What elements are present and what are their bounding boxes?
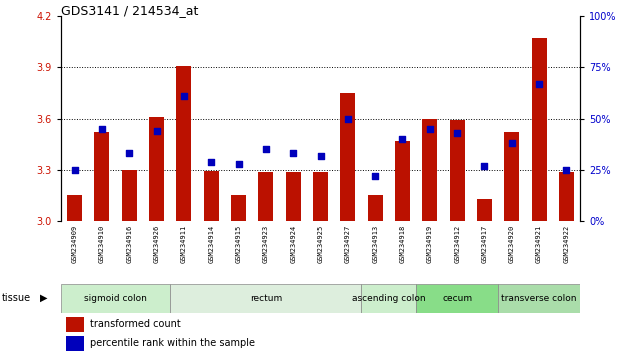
Point [534, 81, 544, 86]
Bar [477, 199, 492, 221]
Text: cecum: cecum [442, 294, 472, 303]
Point [315, 153, 326, 158]
Bar [504, 132, 519, 221]
Bar [61, 284, 171, 313]
Text: GSM234924: GSM234924 [290, 224, 296, 263]
Text: GSM234911: GSM234911 [181, 224, 187, 263]
Text: transverse colon: transverse colon [501, 294, 577, 303]
Text: GSM234923: GSM234923 [263, 224, 269, 263]
Point [151, 128, 162, 134]
Text: GSM234925: GSM234925 [317, 224, 324, 263]
Text: tissue: tissue [1, 293, 30, 303]
Bar [498, 284, 580, 313]
Bar [286, 172, 301, 221]
Point [479, 163, 490, 169]
Text: GSM234922: GSM234922 [563, 224, 569, 263]
Bar [416, 284, 498, 313]
Point [370, 173, 380, 179]
Point [425, 126, 435, 132]
Bar [171, 284, 362, 313]
Point [452, 130, 462, 136]
Bar [258, 172, 273, 221]
Text: GSM234917: GSM234917 [481, 224, 487, 263]
Bar [204, 171, 219, 221]
Bar [395, 141, 410, 221]
Text: GSM234910: GSM234910 [99, 224, 105, 263]
Bar [67, 195, 82, 221]
Bar [313, 172, 328, 221]
Bar [94, 132, 110, 221]
Point [97, 126, 107, 132]
Text: GSM234927: GSM234927 [345, 224, 351, 263]
Point [206, 159, 216, 165]
Text: GSM234914: GSM234914 [208, 224, 214, 263]
Bar [340, 93, 355, 221]
Text: GSM234909: GSM234909 [72, 224, 78, 263]
Text: percentile rank within the sample: percentile rank within the sample [90, 338, 256, 348]
Bar [122, 170, 137, 221]
Bar [531, 38, 547, 221]
Point [69, 167, 79, 173]
Point [124, 151, 135, 156]
Bar [65, 337, 84, 351]
Text: GSM234921: GSM234921 [536, 224, 542, 263]
Point [343, 116, 353, 121]
Point [562, 167, 572, 173]
Text: GSM234913: GSM234913 [372, 224, 378, 263]
Bar [449, 120, 465, 221]
Point [233, 161, 244, 167]
Point [506, 141, 517, 146]
Text: GSM234915: GSM234915 [235, 224, 242, 263]
Text: GSM234916: GSM234916 [126, 224, 132, 263]
Bar [149, 117, 164, 221]
Point [261, 147, 271, 152]
Text: transformed count: transformed count [90, 319, 181, 329]
Text: GSM234919: GSM234919 [427, 224, 433, 263]
Text: GSM234918: GSM234918 [399, 224, 406, 263]
Text: sigmoid colon: sigmoid colon [84, 294, 147, 303]
Bar [422, 119, 437, 221]
Point [179, 93, 189, 99]
Point [397, 136, 408, 142]
Bar [368, 195, 383, 221]
Text: ▶: ▶ [40, 293, 48, 303]
Bar [65, 317, 84, 332]
Text: rectum: rectum [250, 294, 282, 303]
Bar [559, 172, 574, 221]
Text: GDS3141 / 214534_at: GDS3141 / 214534_at [61, 4, 198, 17]
Bar [176, 65, 192, 221]
Text: ascending colon: ascending colon [352, 294, 426, 303]
Text: GSM234912: GSM234912 [454, 224, 460, 263]
Bar [362, 284, 416, 313]
Text: GSM234926: GSM234926 [154, 224, 160, 263]
Bar [231, 195, 246, 221]
Point [288, 151, 298, 156]
Text: GSM234920: GSM234920 [509, 224, 515, 263]
